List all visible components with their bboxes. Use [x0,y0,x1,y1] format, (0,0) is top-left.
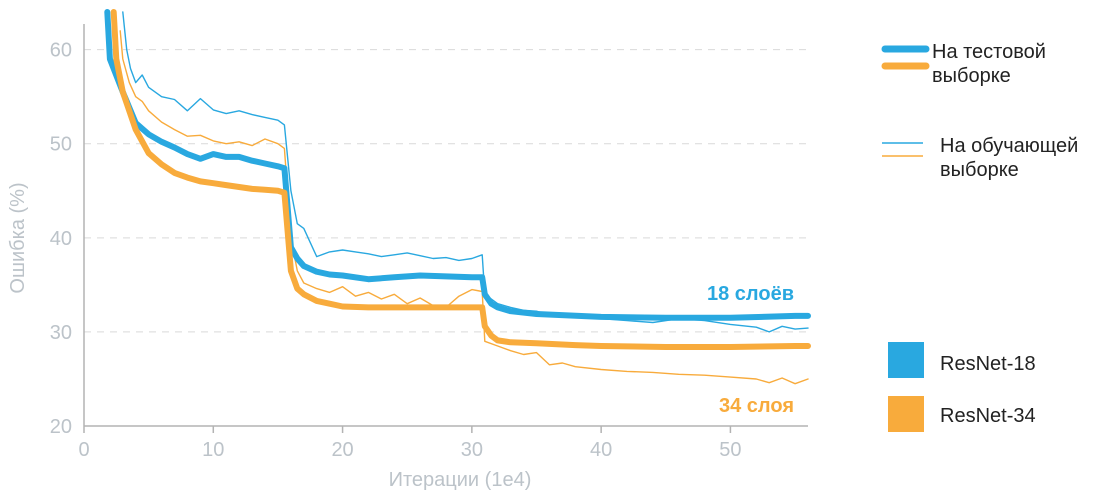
legend: На тестовой выборке На обучающей выборке… [881,41,1084,432]
annotation-18-layers: 18 слоёв [707,283,794,305]
x-tick-label-50: 50 [719,439,741,461]
y-axis-label: Ошибка (%) [7,182,29,293]
x-tick-label-0: 0 [78,439,89,461]
x-tick-label-10: 10 [202,439,224,461]
legend-swatch-resnet34 [888,396,924,432]
legend-entry-train: На обучающей выборке [882,135,1084,181]
legend-test-label-line1: На тестовой [932,41,1046,63]
legend-label-resnet18: ResNet-18 [940,353,1036,375]
y-tick-label-30: 30 [50,322,72,344]
legend-test-label-line2: выборке [932,65,1011,87]
y-tick-label-50: 50 [50,134,72,156]
legend-test-label: На тестовой выборке [932,41,1052,87]
legend-label-resnet34: ResNet-34 [940,405,1036,427]
series-line-resnet-34-train [119,30,809,385]
legend-swatch-resnet18 [888,342,924,378]
axis-layer [83,24,808,427]
legend-train-label-line1: На обучающей [940,135,1078,157]
legend-entry-test: На тестовой выборке [881,41,1052,87]
legend-entry-resnet18: ResNet-18 [888,342,1036,378]
series-line-resnet-18-train [122,11,809,333]
annotation-34-layers: 34 слоя [719,395,794,417]
x-tick-label-40: 40 [590,439,612,461]
legend-train-label-line2: выборке [940,159,1019,181]
x-axis-label: Итерации (1e4) [389,469,532,491]
y-tick-label-40: 40 [50,228,72,250]
grid-layer [84,49,808,333]
tick-layer: 20 30 40 50 60 0 10 20 30 40 50 [50,40,742,461]
series-line-resnet-18-test [104,9,811,321]
x-tick-label-20: 20 [331,439,353,461]
legend-train-label: На обучающей выборке [940,135,1084,181]
series-layer [104,9,811,385]
y-tick-label-20: 20 [50,416,72,438]
legend-entry-resnet34: ResNet-34 [888,396,1036,432]
x-tick-label-30: 30 [461,439,483,461]
y-tick-label-60: 60 [50,40,72,62]
series-line-resnet-34-test [110,9,811,350]
